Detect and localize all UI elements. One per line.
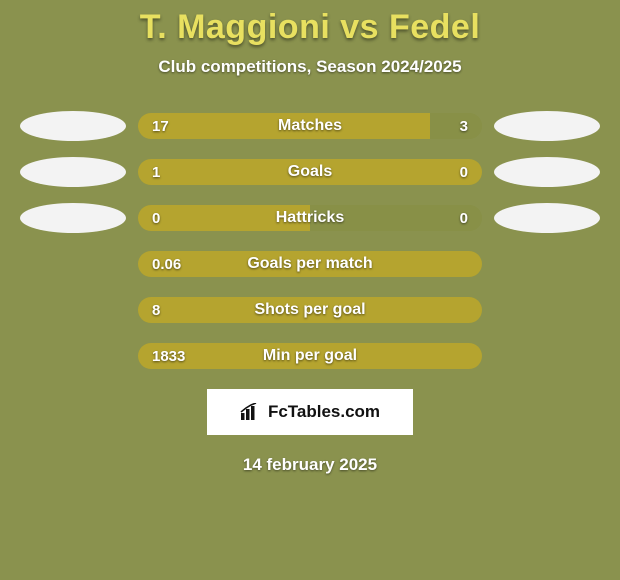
player-badge-right xyxy=(494,203,600,233)
stat-value-right: 3 xyxy=(446,118,482,135)
stat-row: 1833Min per goal xyxy=(0,343,620,369)
player-badge-left xyxy=(20,203,126,233)
stat-bar-left: 1 xyxy=(138,159,482,185)
stats-chart: 173Matches10Goals00Hattricks0.06Goals pe… xyxy=(0,113,620,369)
stat-value-left: 1 xyxy=(138,164,174,181)
stat-row: 00Hattricks xyxy=(0,205,620,231)
stat-bar: 8Shots per goal xyxy=(138,297,482,323)
stat-bar: 00Hattricks xyxy=(138,205,482,231)
stat-bar-left: 8 xyxy=(138,297,482,323)
brand-box: FcTables.com xyxy=(207,389,413,435)
stat-row: 10Goals xyxy=(0,159,620,185)
stat-row: 173Matches xyxy=(0,113,620,139)
player-badge-right xyxy=(494,157,600,187)
comparison-infographic: T. Maggioni vs Fedel Club competitions, … xyxy=(0,0,620,580)
player-badge-left xyxy=(20,111,126,141)
chart-icon xyxy=(240,403,262,421)
stat-bar: 1833Min per goal xyxy=(138,343,482,369)
stat-bar-left: 17 xyxy=(138,113,430,139)
stat-row: 0.06Goals per match xyxy=(0,251,620,277)
stat-bar: 0.06Goals per match xyxy=(138,251,482,277)
stat-bar-right: 0 xyxy=(310,205,482,231)
player-badge-right xyxy=(494,111,600,141)
stat-value-right: 0 xyxy=(446,164,482,181)
page-title: T. Maggioni vs Fedel xyxy=(0,0,620,47)
stat-bar-left: 0.06 xyxy=(138,251,482,277)
stat-bar: 10Goals xyxy=(138,159,482,185)
brand-text: FcTables.com xyxy=(268,402,380,422)
stat-bar-left: 0 xyxy=(138,205,310,231)
player-badge-left xyxy=(20,157,126,187)
stat-row: 8Shots per goal xyxy=(0,297,620,323)
stat-value-left: 17 xyxy=(138,118,183,135)
stat-value-left: 8 xyxy=(138,302,174,319)
stat-bar: 173Matches xyxy=(138,113,482,139)
stat-value-right: 0 xyxy=(446,210,482,227)
stat-value-left: 0.06 xyxy=(138,256,195,273)
stat-bar-right: 3 xyxy=(430,113,482,139)
stat-bar-left: 1833 xyxy=(138,343,482,369)
subtitle: Club competitions, Season 2024/2025 xyxy=(0,57,620,77)
date-text: 14 february 2025 xyxy=(0,455,620,475)
stat-value-left: 1833 xyxy=(138,348,199,365)
stat-value-left: 0 xyxy=(138,210,174,227)
